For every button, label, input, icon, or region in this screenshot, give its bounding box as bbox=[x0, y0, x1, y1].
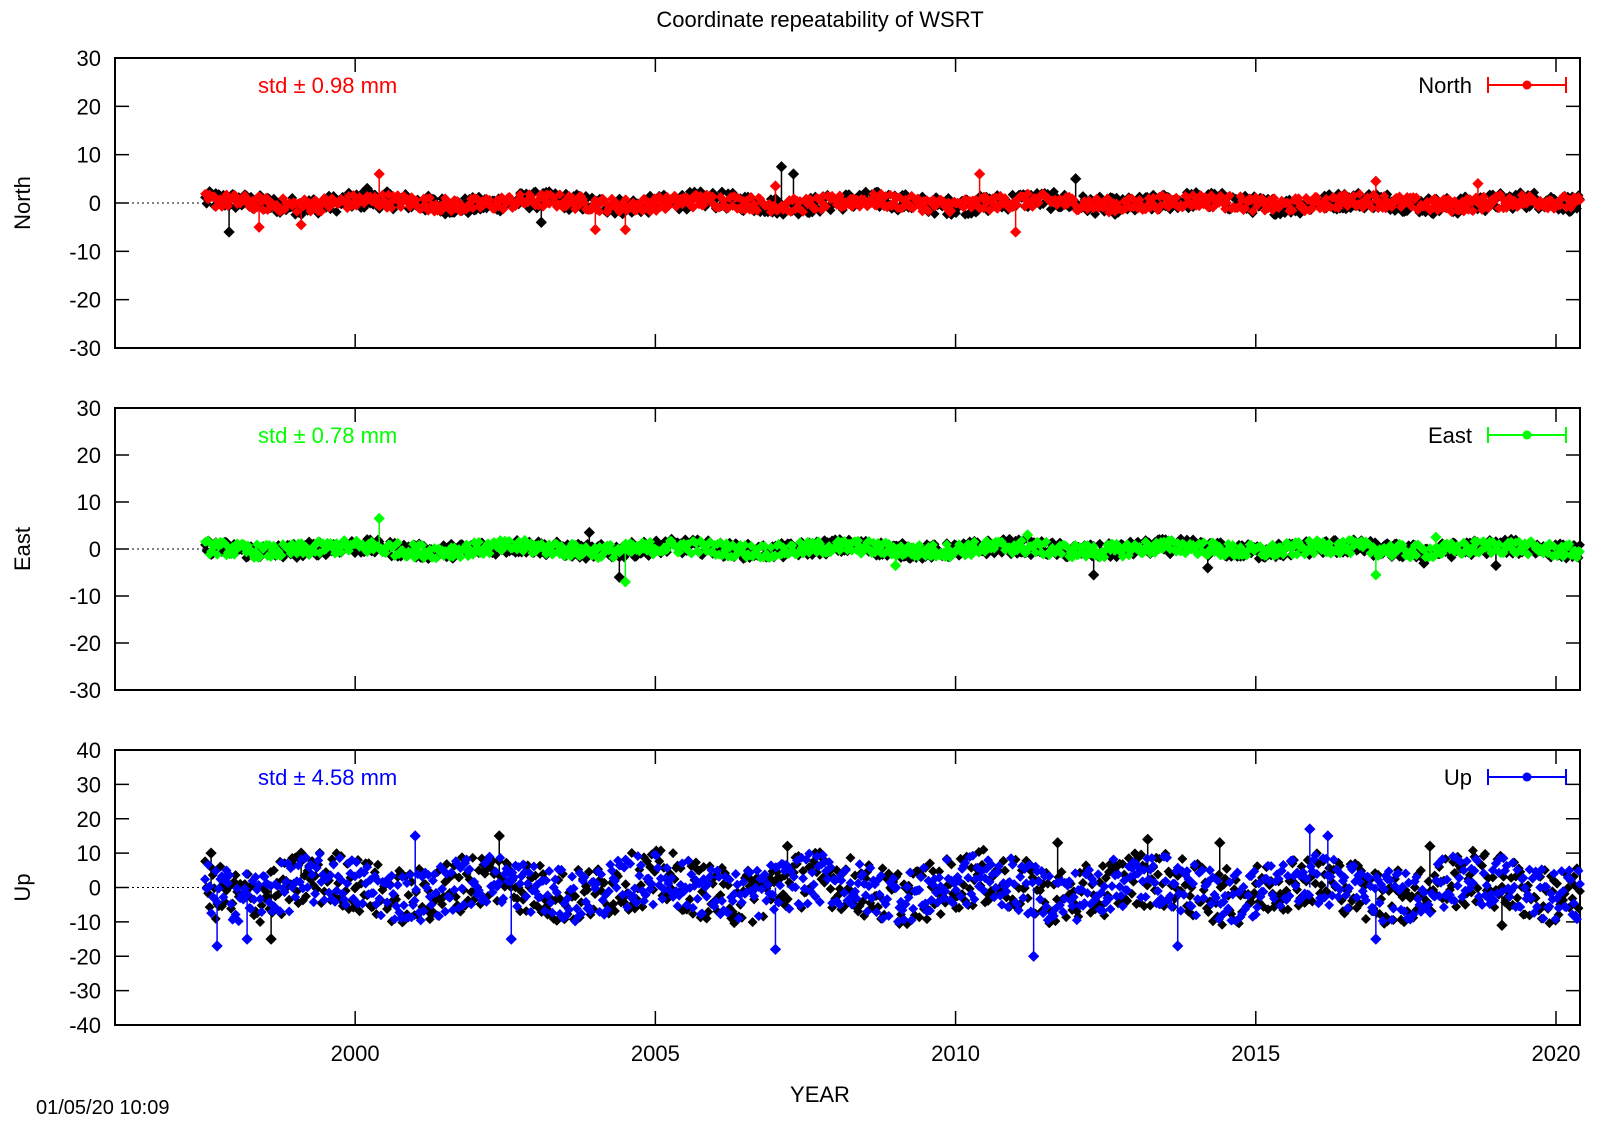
std-label: std ± 0.78 mm bbox=[258, 423, 397, 448]
std-label: std ± 0.98 mm bbox=[258, 73, 397, 98]
x-axis-label: YEAR bbox=[790, 1082, 850, 1107]
y-tick-label: 30 bbox=[77, 396, 101, 421]
legend-marker bbox=[1523, 81, 1532, 90]
y-tick-label: 10 bbox=[77, 143, 101, 168]
y-tick-label: 0 bbox=[89, 537, 101, 562]
y-tick-label: 0 bbox=[89, 191, 101, 216]
y-tick-label: -30 bbox=[69, 336, 101, 361]
timestamp-label: 01/05/20 10:09 bbox=[36, 1097, 169, 1119]
legend-label: North bbox=[1418, 73, 1472, 98]
y-tick-label: 30 bbox=[77, 46, 101, 71]
y-tick-label: 20 bbox=[77, 443, 101, 468]
y-tick-label: -10 bbox=[69, 584, 101, 609]
y-tick-label: 10 bbox=[77, 490, 101, 515]
y-axis-label: North bbox=[10, 176, 35, 230]
y-tick-label: -20 bbox=[69, 288, 101, 313]
y-axis-label: East bbox=[10, 527, 35, 571]
y-tick-label: 20 bbox=[77, 94, 101, 119]
y-tick-label: -20 bbox=[69, 631, 101, 656]
chart-title: Coordinate repeatability of WSRT bbox=[656, 7, 983, 32]
legend-label: East bbox=[1428, 423, 1472, 448]
y-tick-label: -10 bbox=[69, 239, 101, 264]
legend-marker bbox=[1523, 431, 1532, 440]
y-tick-label: -30 bbox=[69, 678, 101, 703]
